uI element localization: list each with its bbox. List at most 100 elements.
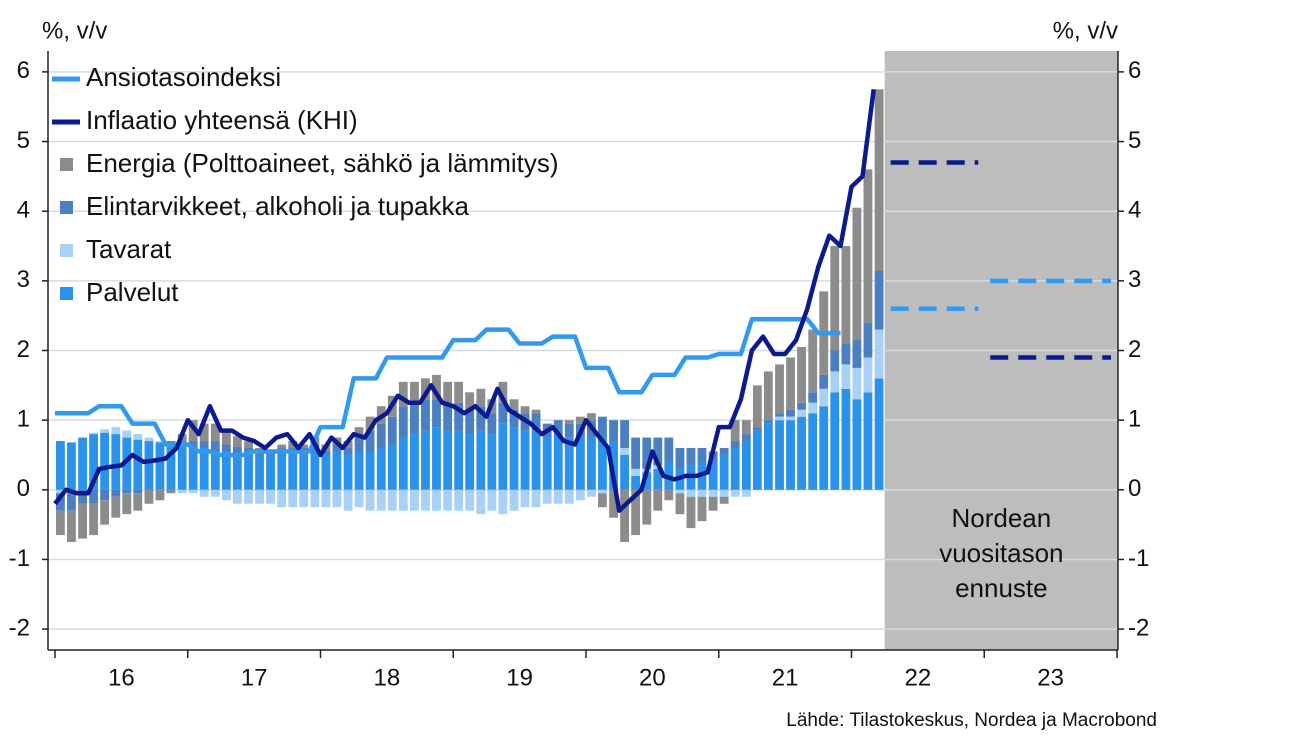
bar-segment	[78, 489, 87, 504]
bar-segment	[210, 423, 220, 442]
bar-segment	[365, 430, 375, 452]
y-tick-label: 4	[17, 197, 30, 224]
bar-segment	[100, 500, 110, 525]
bar-segment	[277, 444, 287, 449]
bar-segment	[520, 406, 530, 414]
bar-segment	[398, 489, 408, 511]
bar-segment	[531, 409, 541, 414]
bar-segment	[564, 437, 574, 490]
bar-segment	[177, 489, 187, 494]
bar-segment	[609, 489, 618, 518]
x-tick-label: 16	[108, 664, 135, 691]
forecast-label: ennuste	[955, 573, 1048, 603]
bar-segment	[763, 371, 773, 421]
bar-segment	[432, 489, 441, 511]
bar-segment	[752, 427, 762, 431]
bar-segment	[221, 451, 231, 490]
bar-segment	[232, 489, 242, 504]
forecast-label: Nordean	[951, 503, 1051, 533]
bar-segment	[631, 475, 641, 490]
bar-segment	[56, 489, 65, 494]
bar-segment	[155, 442, 165, 490]
bar-segment	[675, 448, 685, 469]
y-axis-label: %, v/v	[42, 17, 107, 44]
bar-segment	[221, 430, 231, 445]
y2-tick-label: -2	[1128, 614, 1149, 641]
source-note: Lähde: Tilastokeskus, Nordea ja Macrobon…	[786, 710, 1157, 731]
bar-segment	[797, 402, 806, 410]
bar-segment	[852, 340, 862, 368]
bar-segment	[299, 444, 309, 449]
bar-segment	[653, 489, 663, 511]
bar-segment	[631, 437, 641, 469]
bar-segment	[454, 489, 464, 511]
bar-segment	[697, 448, 707, 462]
bar-segment	[598, 437, 607, 490]
bar-segment	[498, 381, 508, 403]
bar-segment	[465, 392, 475, 410]
bar-segment	[587, 413, 596, 421]
bar-segment	[188, 489, 198, 494]
x-tick-label: 17	[241, 664, 268, 691]
bar-segment	[443, 381, 453, 403]
legend-marker	[60, 244, 73, 257]
bar-segment	[775, 416, 784, 421]
legend-label: Energia (Polttoaineet, sähkö ja lämmitys…	[86, 148, 559, 178]
bar-segment	[598, 416, 607, 438]
legend-label: Inflaatio yhteensä (KHI)	[86, 105, 358, 135]
bar-segment	[432, 427, 441, 490]
bar-segment	[675, 489, 685, 494]
bar-segment	[155, 441, 165, 443]
bar-segment	[587, 437, 596, 490]
bar-segment	[775, 364, 784, 414]
bar-segment	[387, 444, 397, 490]
bar-segment	[133, 493, 143, 511]
x-tick-label: 19	[506, 664, 533, 691]
bar-segment	[741, 420, 751, 435]
bar-segment	[288, 451, 298, 490]
bar-segment	[642, 472, 652, 490]
bar-segment	[476, 388, 486, 407]
bar-segment	[398, 437, 408, 490]
bar-segment	[56, 510, 65, 536]
bar-segment	[786, 357, 795, 410]
y2-tick-label: 5	[1128, 127, 1141, 154]
bar-segment	[376, 423, 386, 449]
bar-segment	[642, 437, 652, 469]
bar-segment	[841, 246, 851, 344]
bar-segment	[874, 329, 884, 379]
bar-segment	[232, 453, 242, 490]
bar-segment	[631, 489, 641, 536]
bar-segment	[708, 496, 718, 511]
bar-segment	[266, 489, 275, 504]
bar-segment	[775, 420, 784, 490]
bar-segment	[133, 434, 143, 440]
bar-segment	[354, 427, 364, 438]
y2-tick-label: 0	[1128, 475, 1141, 502]
bar-segment	[89, 432, 99, 435]
bar-segment	[365, 416, 375, 431]
bar-segment	[166, 444, 176, 490]
bar-segment	[410, 402, 419, 435]
bar-segment	[852, 367, 862, 400]
bar-segment	[443, 489, 453, 511]
bar-segment	[210, 489, 220, 497]
bar-segment	[266, 454, 275, 490]
bar-segment	[819, 374, 829, 389]
bar-segment	[863, 322, 873, 358]
legend-label: Elintarvikkeet, alkoholi ja tupakka	[86, 191, 470, 221]
bar-segment	[686, 496, 696, 529]
bar-segment	[476, 406, 486, 431]
bar-segment	[244, 454, 253, 490]
bar-segment	[432, 399, 441, 428]
bar-segment	[122, 489, 132, 494]
bar-segment	[387, 489, 397, 511]
bar-segment	[730, 441, 740, 449]
y-tick-label: 2	[17, 336, 30, 363]
bar-segment	[166, 489, 176, 494]
bar-segment	[321, 489, 331, 508]
bar-segment	[498, 489, 508, 515]
bar-segment	[808, 413, 818, 490]
y2-tick-label: 2	[1128, 336, 1141, 363]
